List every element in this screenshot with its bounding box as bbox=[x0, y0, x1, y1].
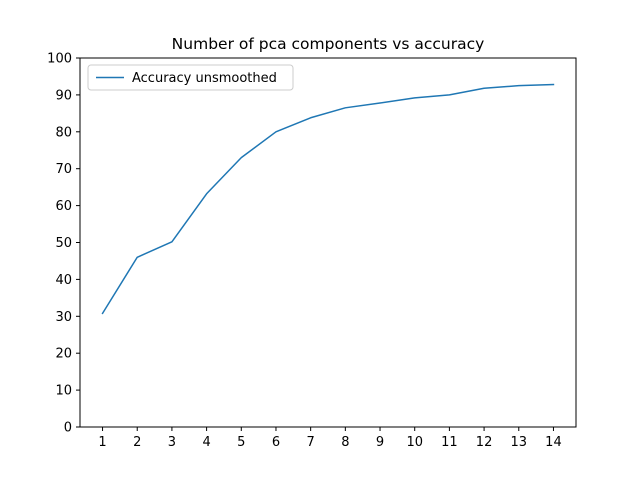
y-tick-label: 50 bbox=[55, 236, 72, 251]
y-tick-label: 40 bbox=[55, 273, 72, 288]
series-layer bbox=[101, 83, 555, 315]
y-tick-label: 0 bbox=[64, 421, 72, 436]
x-tick-label: 7 bbox=[307, 435, 315, 450]
x-tick-label: 3 bbox=[168, 435, 176, 450]
x-tick-label: 6 bbox=[272, 435, 280, 450]
series-line-0 bbox=[101, 83, 555, 315]
y-tick-label: 80 bbox=[55, 125, 72, 140]
x-tick-label: 12 bbox=[476, 435, 493, 450]
x-tick-label: 5 bbox=[237, 435, 245, 450]
x-tick-label: 11 bbox=[441, 435, 458, 450]
y-tick-label: 60 bbox=[55, 199, 72, 214]
x-tick-label: 2 bbox=[133, 435, 141, 450]
legend: Accuracy unsmoothed bbox=[87, 64, 294, 91]
x-tick-label: 1 bbox=[98, 435, 106, 450]
x-tick-label: 9 bbox=[376, 435, 384, 450]
x-tick-label: 14 bbox=[545, 435, 562, 450]
y-tick-label: 100 bbox=[47, 52, 72, 67]
chart-title: Number of pca components vs accuracy bbox=[172, 35, 485, 53]
y-tick-label: 70 bbox=[55, 162, 72, 177]
y-tick-label: 90 bbox=[55, 88, 72, 103]
x-tick-label: 10 bbox=[406, 435, 423, 450]
y-tick-label: 20 bbox=[55, 347, 72, 362]
y-tick-label: 30 bbox=[55, 310, 72, 325]
legend-label: Accuracy unsmoothed bbox=[132, 71, 277, 86]
plot-frame bbox=[79, 57, 577, 428]
x-tick-label: 8 bbox=[341, 435, 349, 450]
x-tick-label: 4 bbox=[202, 435, 210, 450]
legend-box bbox=[87, 64, 294, 91]
ticks-layer: 1 2 3 4 5 6 7 8 9 10 11 12 13 14010203040506070809010… bbox=[47, 52, 562, 451]
x-tick-label: 13 bbox=[510, 435, 527, 450]
y-tick-label: 10 bbox=[55, 384, 72, 399]
